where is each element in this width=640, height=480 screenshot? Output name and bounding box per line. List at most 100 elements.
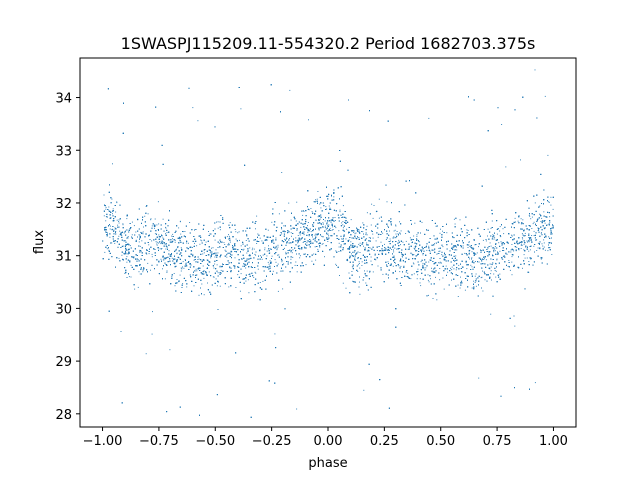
data-point <box>205 241 207 243</box>
data-point <box>157 201 159 203</box>
data-point <box>455 255 457 257</box>
data-point <box>491 220 493 222</box>
data-point <box>244 260 246 262</box>
data-point <box>439 279 441 281</box>
data-point <box>326 233 328 235</box>
data-point <box>502 228 504 230</box>
data-point <box>425 267 427 269</box>
data-point <box>131 221 133 223</box>
data-point <box>453 218 455 220</box>
data-point <box>281 228 283 230</box>
data-point <box>369 271 371 273</box>
data-point <box>513 250 515 252</box>
data-point <box>550 196 552 198</box>
data-point <box>536 239 538 241</box>
data-point <box>122 223 124 225</box>
data-point <box>365 239 367 240</box>
data-point <box>331 229 333 231</box>
data-point <box>197 120 199 122</box>
data-point <box>390 247 391 249</box>
data-point <box>336 265 337 266</box>
data-point <box>329 207 331 209</box>
data-point <box>542 245 544 247</box>
data-point <box>271 221 273 223</box>
data-point <box>259 255 261 257</box>
data-point <box>490 266 492 268</box>
data-point <box>277 254 279 256</box>
data-point <box>105 206 107 208</box>
data-point <box>197 259 199 260</box>
data-point <box>393 236 395 238</box>
data-point <box>198 294 200 296</box>
data-point <box>377 236 379 238</box>
data-point <box>524 232 526 234</box>
data-point <box>109 228 111 230</box>
data-point <box>211 247 212 249</box>
data-point <box>416 239 418 241</box>
data-point <box>178 281 180 283</box>
data-point <box>537 242 539 244</box>
data-point <box>327 225 329 227</box>
data-point <box>355 232 357 234</box>
data-point <box>391 249 393 250</box>
data-point <box>468 252 470 254</box>
data-point <box>517 220 519 222</box>
data-point <box>461 280 463 282</box>
data-point <box>490 263 492 265</box>
data-point <box>276 249 278 251</box>
data-point <box>226 254 227 256</box>
data-point <box>177 247 179 249</box>
data-point <box>399 248 401 249</box>
data-point <box>327 233 329 235</box>
data-point <box>111 198 113 200</box>
data-point <box>123 232 125 234</box>
data-point <box>520 248 522 249</box>
data-point <box>185 264 187 266</box>
data-point <box>203 294 205 296</box>
data-point <box>509 269 511 271</box>
data-point <box>234 229 236 230</box>
data-point <box>230 267 232 269</box>
data-point <box>339 211 341 213</box>
data-point <box>412 262 414 264</box>
data-point <box>364 270 365 272</box>
data-point <box>469 258 470 260</box>
data-point <box>338 251 340 252</box>
data-point <box>518 248 519 250</box>
data-point <box>429 259 431 261</box>
data-point <box>277 244 279 246</box>
data-point <box>319 218 321 220</box>
data-point <box>194 275 196 276</box>
data-point <box>120 234 122 236</box>
data-point <box>108 249 110 251</box>
data-point <box>523 249 525 251</box>
data-point <box>118 257 120 259</box>
data-point <box>194 257 196 258</box>
data-point <box>549 216 551 218</box>
data-point <box>447 271 449 273</box>
data-point <box>104 251 106 253</box>
data-point <box>275 237 277 239</box>
data-point <box>332 226 334 228</box>
data-point <box>223 242 225 244</box>
data-point <box>543 239 545 241</box>
data-point <box>528 241 530 243</box>
data-point <box>531 228 533 229</box>
data-point <box>400 265 402 267</box>
data-point <box>162 218 164 220</box>
data-point <box>142 231 144 233</box>
data-point <box>400 233 401 235</box>
data-point <box>363 245 364 247</box>
data-point <box>422 262 424 264</box>
data-point <box>540 221 542 222</box>
data-point <box>418 241 420 243</box>
data-point <box>361 261 363 263</box>
data-point <box>468 241 470 243</box>
data-point <box>106 248 108 250</box>
data-point <box>456 249 458 251</box>
data-point <box>363 277 365 278</box>
data-point <box>299 245 301 247</box>
data-point <box>516 242 518 244</box>
data-point <box>184 259 186 261</box>
data-point <box>173 273 175 274</box>
